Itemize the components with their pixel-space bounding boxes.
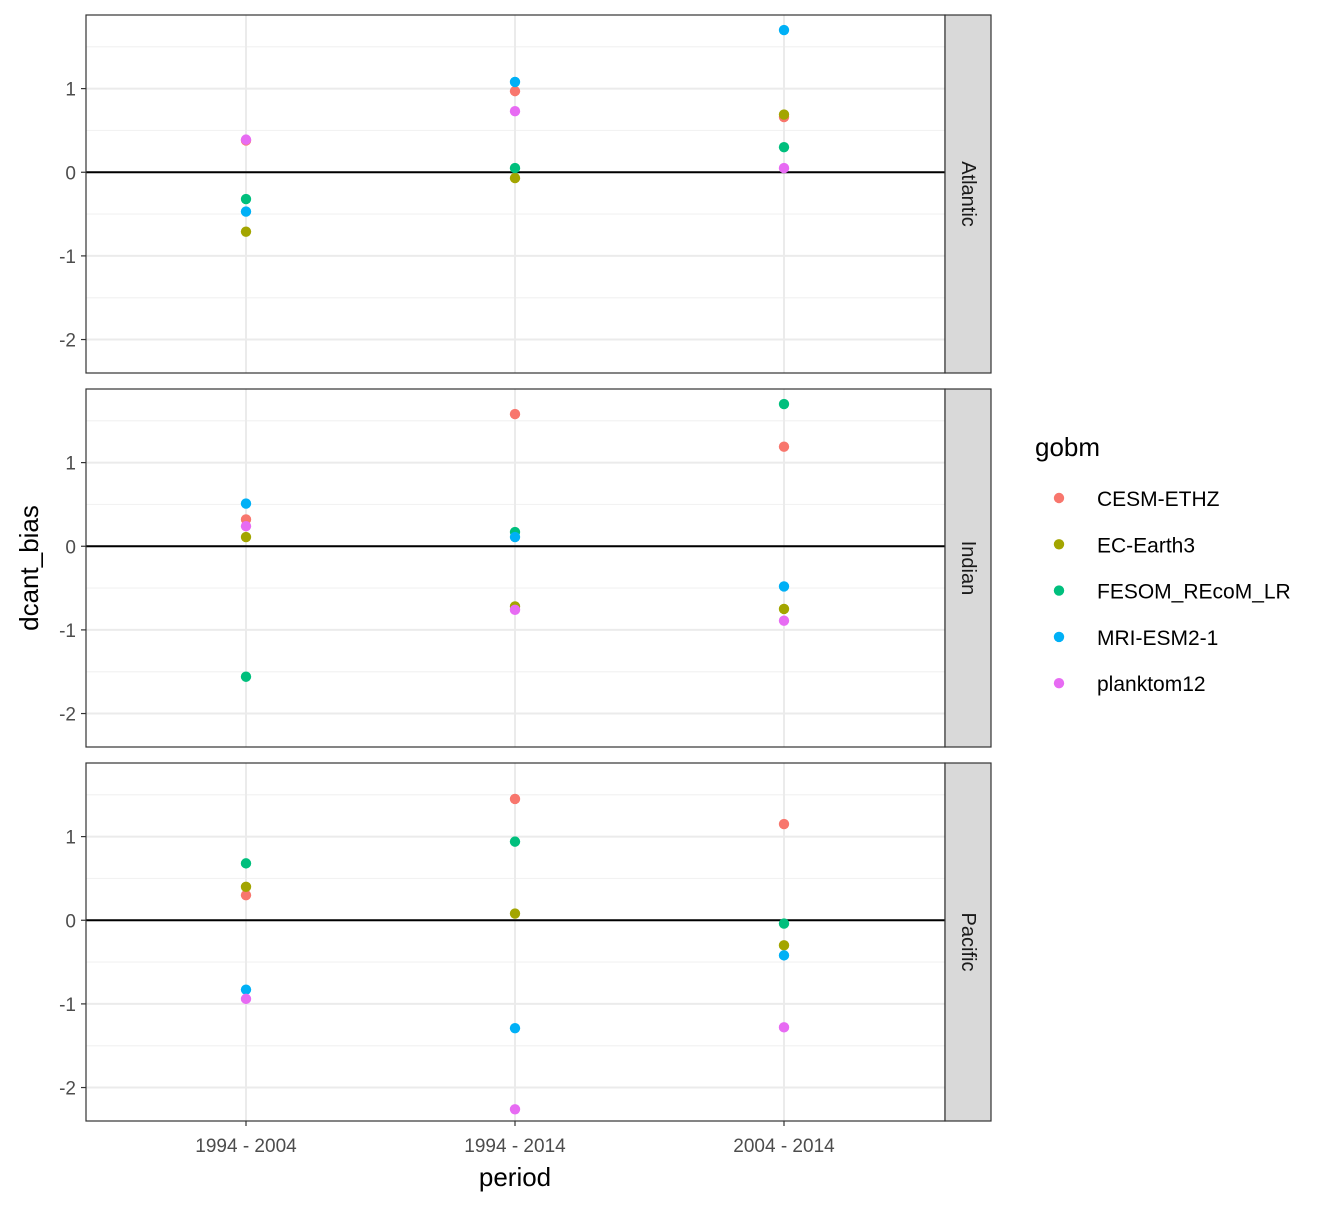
data-point: [240, 206, 252, 217]
data-point: [509, 1022, 521, 1034]
x-tick-label: 2004 - 2014: [733, 1136, 835, 1157]
legend-key: [1053, 492, 1065, 504]
facet-strip: [944, 14, 992, 374]
data-point: [240, 993, 252, 1005]
legend-title: gobm: [1035, 432, 1100, 462]
legend: gobm CESM-ETHZ EC-Earth3 FESOM_REcoM_LR MRI-…: [1035, 432, 1291, 696]
facet-strip: [944, 762, 992, 1122]
legend-key: [1053, 539, 1065, 550]
y-axis-title: dcant_bias: [14, 505, 44, 631]
data-point: [778, 950, 790, 961]
y-tick-label: 1: [65, 828, 76, 849]
data-point: [778, 109, 790, 120]
facet-panel-atlantic: -2 -1 0 1 Atlantic: [59, 14, 992, 374]
y-tick-label: 1: [65, 80, 76, 101]
facet-strip-label: Pacific: [957, 913, 979, 972]
facet-panel-pacific: -2 -1 0 1 Pacific: [59, 762, 992, 1122]
legend-key: [1053, 678, 1065, 689]
data-point: [240, 671, 252, 682]
data-point: [509, 604, 521, 616]
data-point: [778, 162, 790, 174]
data-point: [778, 441, 790, 452]
facet-panel-indian: -2 -1 0 1 Indian: [59, 388, 992, 748]
panels: -2 -1 0 1 Atlantic -2 -1 0 1 Indian -2 -1 0 1 Pacific: [59, 14, 992, 1122]
data-point: [509, 162, 521, 174]
data-point: [509, 531, 521, 543]
data-point: [240, 889, 252, 901]
legend-label: CESM-ETHZ: [1097, 488, 1220, 511]
y-tick-label: -1: [59, 995, 76, 1016]
y-tick-label: -1: [59, 621, 76, 642]
x-tick-label: 1994 - 2004: [195, 1136, 297, 1157]
x-tick-label: 1994 - 2014: [464, 1136, 566, 1157]
y-tick-label: -2: [59, 705, 76, 726]
data-point: [778, 615, 790, 626]
data-point: [509, 105, 521, 117]
data-point: [509, 172, 521, 184]
facet-strip: [944, 388, 992, 748]
legend-label: FESOM_REcoM_LR: [1097, 581, 1291, 604]
data-point: [240, 858, 252, 869]
legend-label: planktom12: [1097, 673, 1206, 696]
data-point: [509, 408, 521, 420]
data-point: [778, 603, 790, 615]
data-point: [778, 141, 790, 153]
data-point: [778, 918, 790, 929]
legend-label: MRI-ESM2-1: [1097, 627, 1218, 650]
legend-item: FESOM_REcoM_LR: [1053, 581, 1291, 604]
legend-item: EC-Earth3: [1053, 534, 1195, 557]
y-tick-label: -1: [59, 247, 76, 268]
data-point: [509, 793, 521, 805]
legend-key: [1053, 585, 1065, 596]
data-point: [778, 818, 790, 830]
y-tick-label: 0: [65, 911, 76, 932]
y-tick-label: 1: [65, 454, 76, 475]
data-point: [509, 76, 521, 88]
facet-strip-label: Indian: [957, 541, 979, 596]
legend-item: planktom12: [1053, 673, 1206, 696]
data-point: [509, 836, 521, 847]
data-point: [778, 398, 790, 410]
legend-item: MRI-ESM2-1: [1053, 627, 1218, 650]
data-point: [240, 520, 252, 532]
y-tick-label: -2: [59, 331, 76, 352]
data-point: [240, 226, 252, 237]
facet-strip-label: Atlantic: [957, 161, 979, 227]
data-point: [240, 984, 252, 995]
data-point: [240, 498, 252, 509]
data-point: [240, 531, 252, 543]
data-point: [778, 581, 790, 592]
data-point: [778, 940, 790, 951]
y-tick-label: 0: [65, 537, 76, 558]
y-tick-label: 0: [65, 163, 76, 184]
data-point: [509, 85, 521, 97]
data-point: [778, 24, 790, 36]
x-axis: 1994 - 2004 1994 - 2014 2004 - 2014: [195, 1121, 835, 1157]
data-point: [509, 908, 521, 919]
legend-item: CESM-ETHZ: [1053, 488, 1220, 511]
x-axis-title: period: [479, 1162, 551, 1192]
legend-label: EC-Earth3: [1097, 534, 1195, 557]
data-point: [778, 1022, 790, 1033]
data-point: [240, 193, 252, 205]
data-point: [240, 881, 252, 892]
y-tick-label: -2: [59, 1079, 76, 1100]
data-point: [240, 134, 252, 145]
data-point: [509, 1104, 521, 1115]
legend-key: [1053, 631, 1065, 643]
